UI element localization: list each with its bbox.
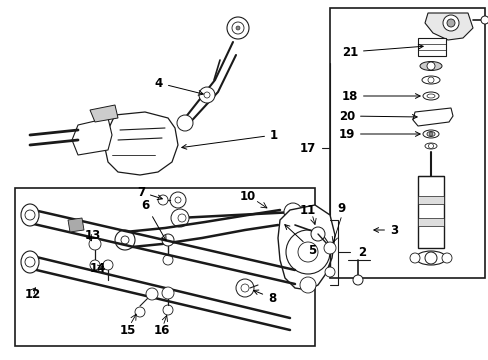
Circle shape <box>441 253 451 263</box>
Circle shape <box>158 195 168 205</box>
Bar <box>15 188 314 346</box>
Circle shape <box>231 22 244 34</box>
Circle shape <box>297 242 317 262</box>
Circle shape <box>146 288 158 300</box>
Text: 11: 11 <box>299 203 315 216</box>
Circle shape <box>177 115 193 131</box>
Ellipse shape <box>21 251 39 273</box>
Circle shape <box>162 234 174 246</box>
Text: 2: 2 <box>357 246 366 258</box>
Circle shape <box>175 197 181 203</box>
Circle shape <box>171 209 189 227</box>
Polygon shape <box>72 118 112 155</box>
Circle shape <box>409 253 419 263</box>
Ellipse shape <box>426 131 434 136</box>
Polygon shape <box>105 112 178 175</box>
Text: 21: 21 <box>341 44 422 59</box>
Bar <box>329 8 484 278</box>
Polygon shape <box>412 108 452 126</box>
Text: 5: 5 <box>284 225 316 257</box>
Circle shape <box>352 275 362 285</box>
Circle shape <box>241 284 248 292</box>
Bar <box>417 38 445 56</box>
Circle shape <box>90 260 100 270</box>
Circle shape <box>285 230 329 274</box>
Polygon shape <box>424 13 472 40</box>
Text: 9: 9 <box>337 202 346 215</box>
Ellipse shape <box>426 94 434 98</box>
Text: 20: 20 <box>338 109 416 122</box>
Polygon shape <box>90 105 118 122</box>
Circle shape <box>284 203 302 221</box>
Circle shape <box>424 252 436 264</box>
Bar <box>417 196 443 204</box>
Text: 8: 8 <box>253 290 276 305</box>
Ellipse shape <box>422 130 438 138</box>
Circle shape <box>427 144 433 149</box>
Circle shape <box>480 16 488 24</box>
Circle shape <box>89 238 101 250</box>
Circle shape <box>299 277 315 293</box>
Circle shape <box>428 132 432 136</box>
Circle shape <box>178 214 185 222</box>
Circle shape <box>310 227 325 241</box>
Ellipse shape <box>424 143 436 149</box>
Ellipse shape <box>419 62 441 71</box>
Circle shape <box>115 230 135 250</box>
Ellipse shape <box>421 76 439 84</box>
Circle shape <box>199 87 215 103</box>
Text: 18: 18 <box>341 90 419 103</box>
Ellipse shape <box>422 92 438 100</box>
Circle shape <box>426 62 434 70</box>
Circle shape <box>135 307 145 317</box>
Bar <box>417 218 443 226</box>
Text: 4: 4 <box>154 77 203 95</box>
Ellipse shape <box>415 251 445 265</box>
Circle shape <box>236 26 240 30</box>
Text: 6: 6 <box>142 198 166 240</box>
Text: 17: 17 <box>299 141 315 154</box>
Circle shape <box>121 236 129 244</box>
Text: 15: 15 <box>120 324 136 337</box>
Text: 12: 12 <box>25 288 41 302</box>
Text: 19: 19 <box>338 127 419 140</box>
Circle shape <box>163 255 173 265</box>
Circle shape <box>442 15 458 31</box>
Bar <box>417 176 443 248</box>
Circle shape <box>226 17 248 39</box>
Circle shape <box>162 287 174 299</box>
Circle shape <box>427 77 433 83</box>
Text: 7: 7 <box>137 185 162 200</box>
Circle shape <box>446 19 454 27</box>
Circle shape <box>325 267 334 277</box>
Polygon shape <box>68 218 84 232</box>
Text: 13: 13 <box>85 229 101 242</box>
Polygon shape <box>278 205 334 290</box>
Circle shape <box>203 92 209 98</box>
Circle shape <box>103 260 113 270</box>
Circle shape <box>236 279 253 297</box>
Circle shape <box>25 257 35 267</box>
Circle shape <box>25 210 35 220</box>
Text: 10: 10 <box>240 189 256 202</box>
Text: 3: 3 <box>373 224 397 237</box>
Circle shape <box>170 192 185 208</box>
Ellipse shape <box>21 204 39 226</box>
Circle shape <box>324 242 335 254</box>
Text: 16: 16 <box>154 324 170 337</box>
Circle shape <box>163 305 173 315</box>
Text: 1: 1 <box>182 129 278 149</box>
Text: 14: 14 <box>90 261 106 274</box>
